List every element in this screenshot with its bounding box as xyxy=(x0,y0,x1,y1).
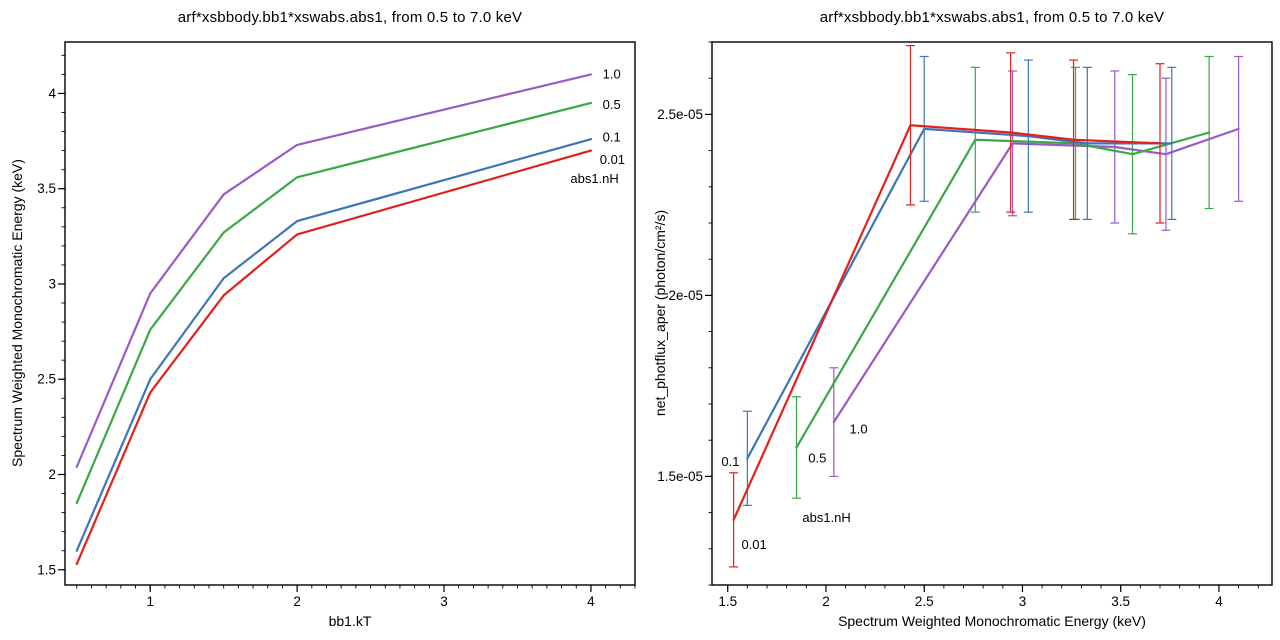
left-y-axis-label: Spectrum Weighted Monochromatic Energy (… xyxy=(9,159,25,467)
y-tick-label: 2e-05 xyxy=(668,288,703,303)
series-value-label: 1.0 xyxy=(850,421,868,436)
right-y-axis-label: net_photflux_aper (photon/cm²/s) xyxy=(652,209,668,417)
series-value-label: 0.5 xyxy=(603,97,621,112)
x-tick-label: 3 xyxy=(1019,594,1027,609)
x-tick-label: 2.5 xyxy=(915,594,934,609)
series-line-0.01 xyxy=(75,149,593,566)
series-line-0.5 xyxy=(795,131,1211,449)
legend-label: abs1.nH xyxy=(570,171,618,186)
series-line-0.5 xyxy=(75,101,593,505)
right-plot-canvas: 1.5 2 2.5 3 3.5 4 1.5e-05 2e-05 2.5e-05 0.1 0.5 1.0… xyxy=(657,41,1273,609)
series-value-label: 0.1 xyxy=(721,454,739,469)
x-tick-label: 3.5 xyxy=(1111,594,1130,609)
series-value-label: 0.01 xyxy=(741,537,766,552)
y-tick-label: 1.5 xyxy=(37,562,56,577)
series-value-label: 1.0 xyxy=(603,66,621,81)
left-plot-panel: 1 2 3 4 1.5 2 2.5 3 3.5 4 1.0 0.5 0.1 0.01 abs1.nH arf… xyxy=(9,9,636,629)
series-value-label: 0.5 xyxy=(808,450,826,465)
series-line-1.0 xyxy=(832,127,1240,424)
x-tick-label: 1.5 xyxy=(718,594,737,609)
left-plot-title: arf*xsbbody.bb1*xswabs.abs1, from 0.5 to… xyxy=(177,9,523,26)
series-line-1.0 xyxy=(75,73,593,468)
series-line-0.01 xyxy=(732,124,1162,521)
x-tick-label: 4 xyxy=(1215,594,1223,609)
y-tick-label: 3 xyxy=(48,276,56,291)
left-plot-canvas: 1 2 3 4 1.5 2 2.5 3 3.5 4 1.0 0.5 0.1 0.01 abs1.nH xyxy=(37,41,636,609)
y-tick-label: 2 xyxy=(48,467,56,482)
series-line-0.1 xyxy=(75,138,593,552)
series-value-label: 0.1 xyxy=(603,129,621,144)
left-x-axis-label: bb1.kT xyxy=(328,613,372,629)
x-tick-label: 4 xyxy=(587,594,595,609)
series-line-0.1 xyxy=(746,127,1173,460)
right-plot-panel: 1.5 2 2.5 3 3.5 4 1.5e-05 2e-05 2.5e-05 0.1 0.5 1.0… xyxy=(640,0,1280,640)
y-tick-label: 2.5 xyxy=(37,372,56,387)
right-x-axis-label: Spectrum Weighted Monochromatic Energy (… xyxy=(838,613,1146,629)
x-tick-label: 2 xyxy=(293,594,301,609)
x-tick-label: 3 xyxy=(440,594,448,609)
x-tick-label: 2 xyxy=(822,594,830,609)
legend-label: abs1.nH xyxy=(802,510,850,525)
plot-frame xyxy=(711,41,1273,586)
y-tick-label: 1.5e-05 xyxy=(657,469,703,484)
y-tick-label: 4 xyxy=(48,86,56,101)
plot-frame xyxy=(64,41,636,586)
y-tick-label: 2.5e-05 xyxy=(657,107,703,122)
x-tick-label: 1 xyxy=(146,594,154,609)
right-plot-title: arf*xsbbody.bb1*xswabs.abs1, from 0.5 to… xyxy=(819,9,1165,26)
series-value-label: 0.01 xyxy=(600,152,625,167)
y-tick-label: 3.5 xyxy=(37,181,56,196)
